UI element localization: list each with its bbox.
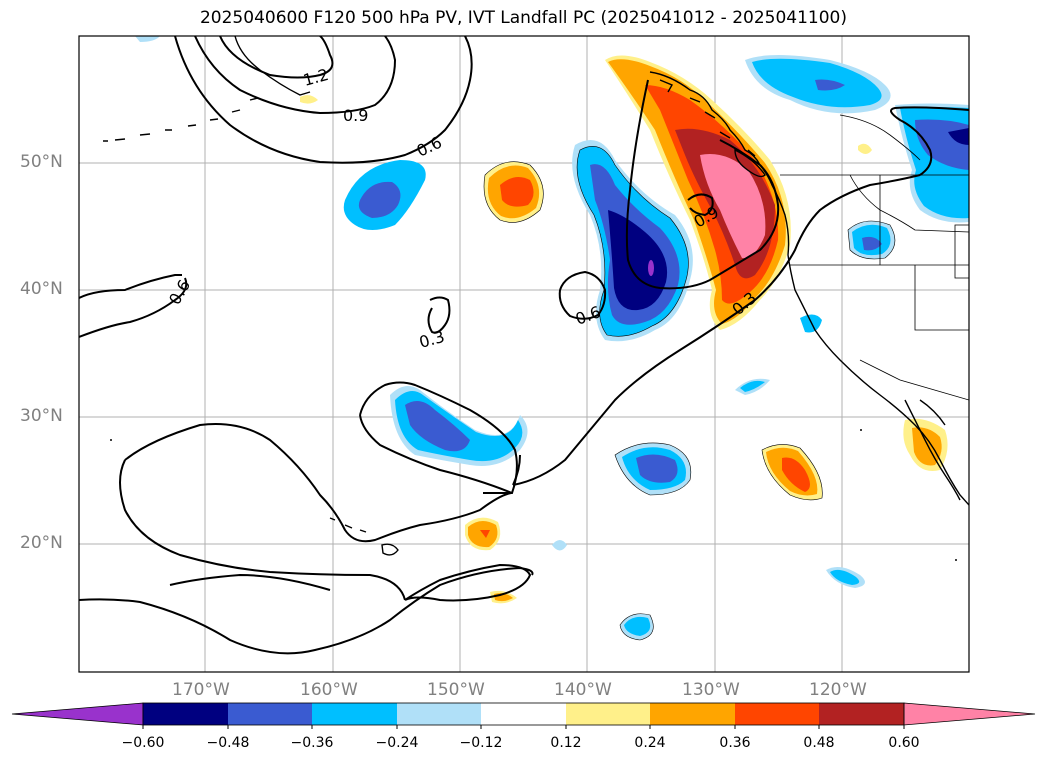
lon-label: 160°W: [300, 680, 358, 700]
lon-label: 150°W: [427, 680, 485, 700]
colorbar-segment: [397, 703, 481, 725]
lat-label: 40°N: [20, 279, 63, 299]
colorbar-segment: [566, 703, 650, 725]
colorbar-segment: [735, 703, 819, 725]
colorbar-segment: [143, 703, 228, 725]
colorbar-tick-label: 0.60: [888, 735, 920, 751]
colorbar-tick-label: 0.36: [719, 735, 751, 751]
positive-anomaly-fields: [300, 55, 948, 604]
colorbar-segment: [228, 703, 312, 725]
lat-label: 30°N: [20, 406, 63, 426]
colorbar-segment: [650, 703, 735, 725]
pv-contours: [79, 36, 969, 655]
contour-label: 0.9: [343, 106, 368, 125]
colorbar-tick-label: 0.48: [803, 735, 835, 751]
colorbar-tick-label: −0.24: [375, 735, 419, 751]
political-borders: [780, 114, 969, 401]
colorbar-extend-high: [903, 702, 1036, 726]
colorbar-tick-label: −0.12: [459, 735, 503, 751]
colorbar: [11, 702, 1036, 729]
colorbar-segment: [312, 703, 397, 725]
colorbar-segment: [819, 703, 904, 725]
map-title: 2025040600 F120 500 hPa PV, IVT Landfall…: [199, 8, 847, 28]
colorbar-outline: [142, 702, 905, 726]
lon-label: 170°W: [172, 680, 230, 700]
lat-label: 50°N: [20, 152, 63, 172]
colorbar-extend-low: [11, 702, 144, 726]
coastlines: [103, 36, 969, 561]
lon-label: 120°W: [809, 680, 867, 700]
colorbar-tick-label: 0.24: [634, 735, 666, 751]
lon-label: 140°W: [554, 680, 612, 700]
lat-label: 20°N: [20, 533, 63, 553]
colorbar-tick-label: 0.12: [550, 735, 582, 751]
lon-label: 130°W: [682, 680, 740, 700]
negative-anomaly-fields: [135, 36, 969, 640]
colorbar-tick-label: −0.36: [290, 735, 334, 751]
colorbar-tick-label: −0.48: [206, 735, 250, 751]
map-frame: [78, 35, 970, 673]
colorbar-segment: [481, 703, 566, 725]
colorbar-tick-label: −0.60: [121, 735, 165, 751]
